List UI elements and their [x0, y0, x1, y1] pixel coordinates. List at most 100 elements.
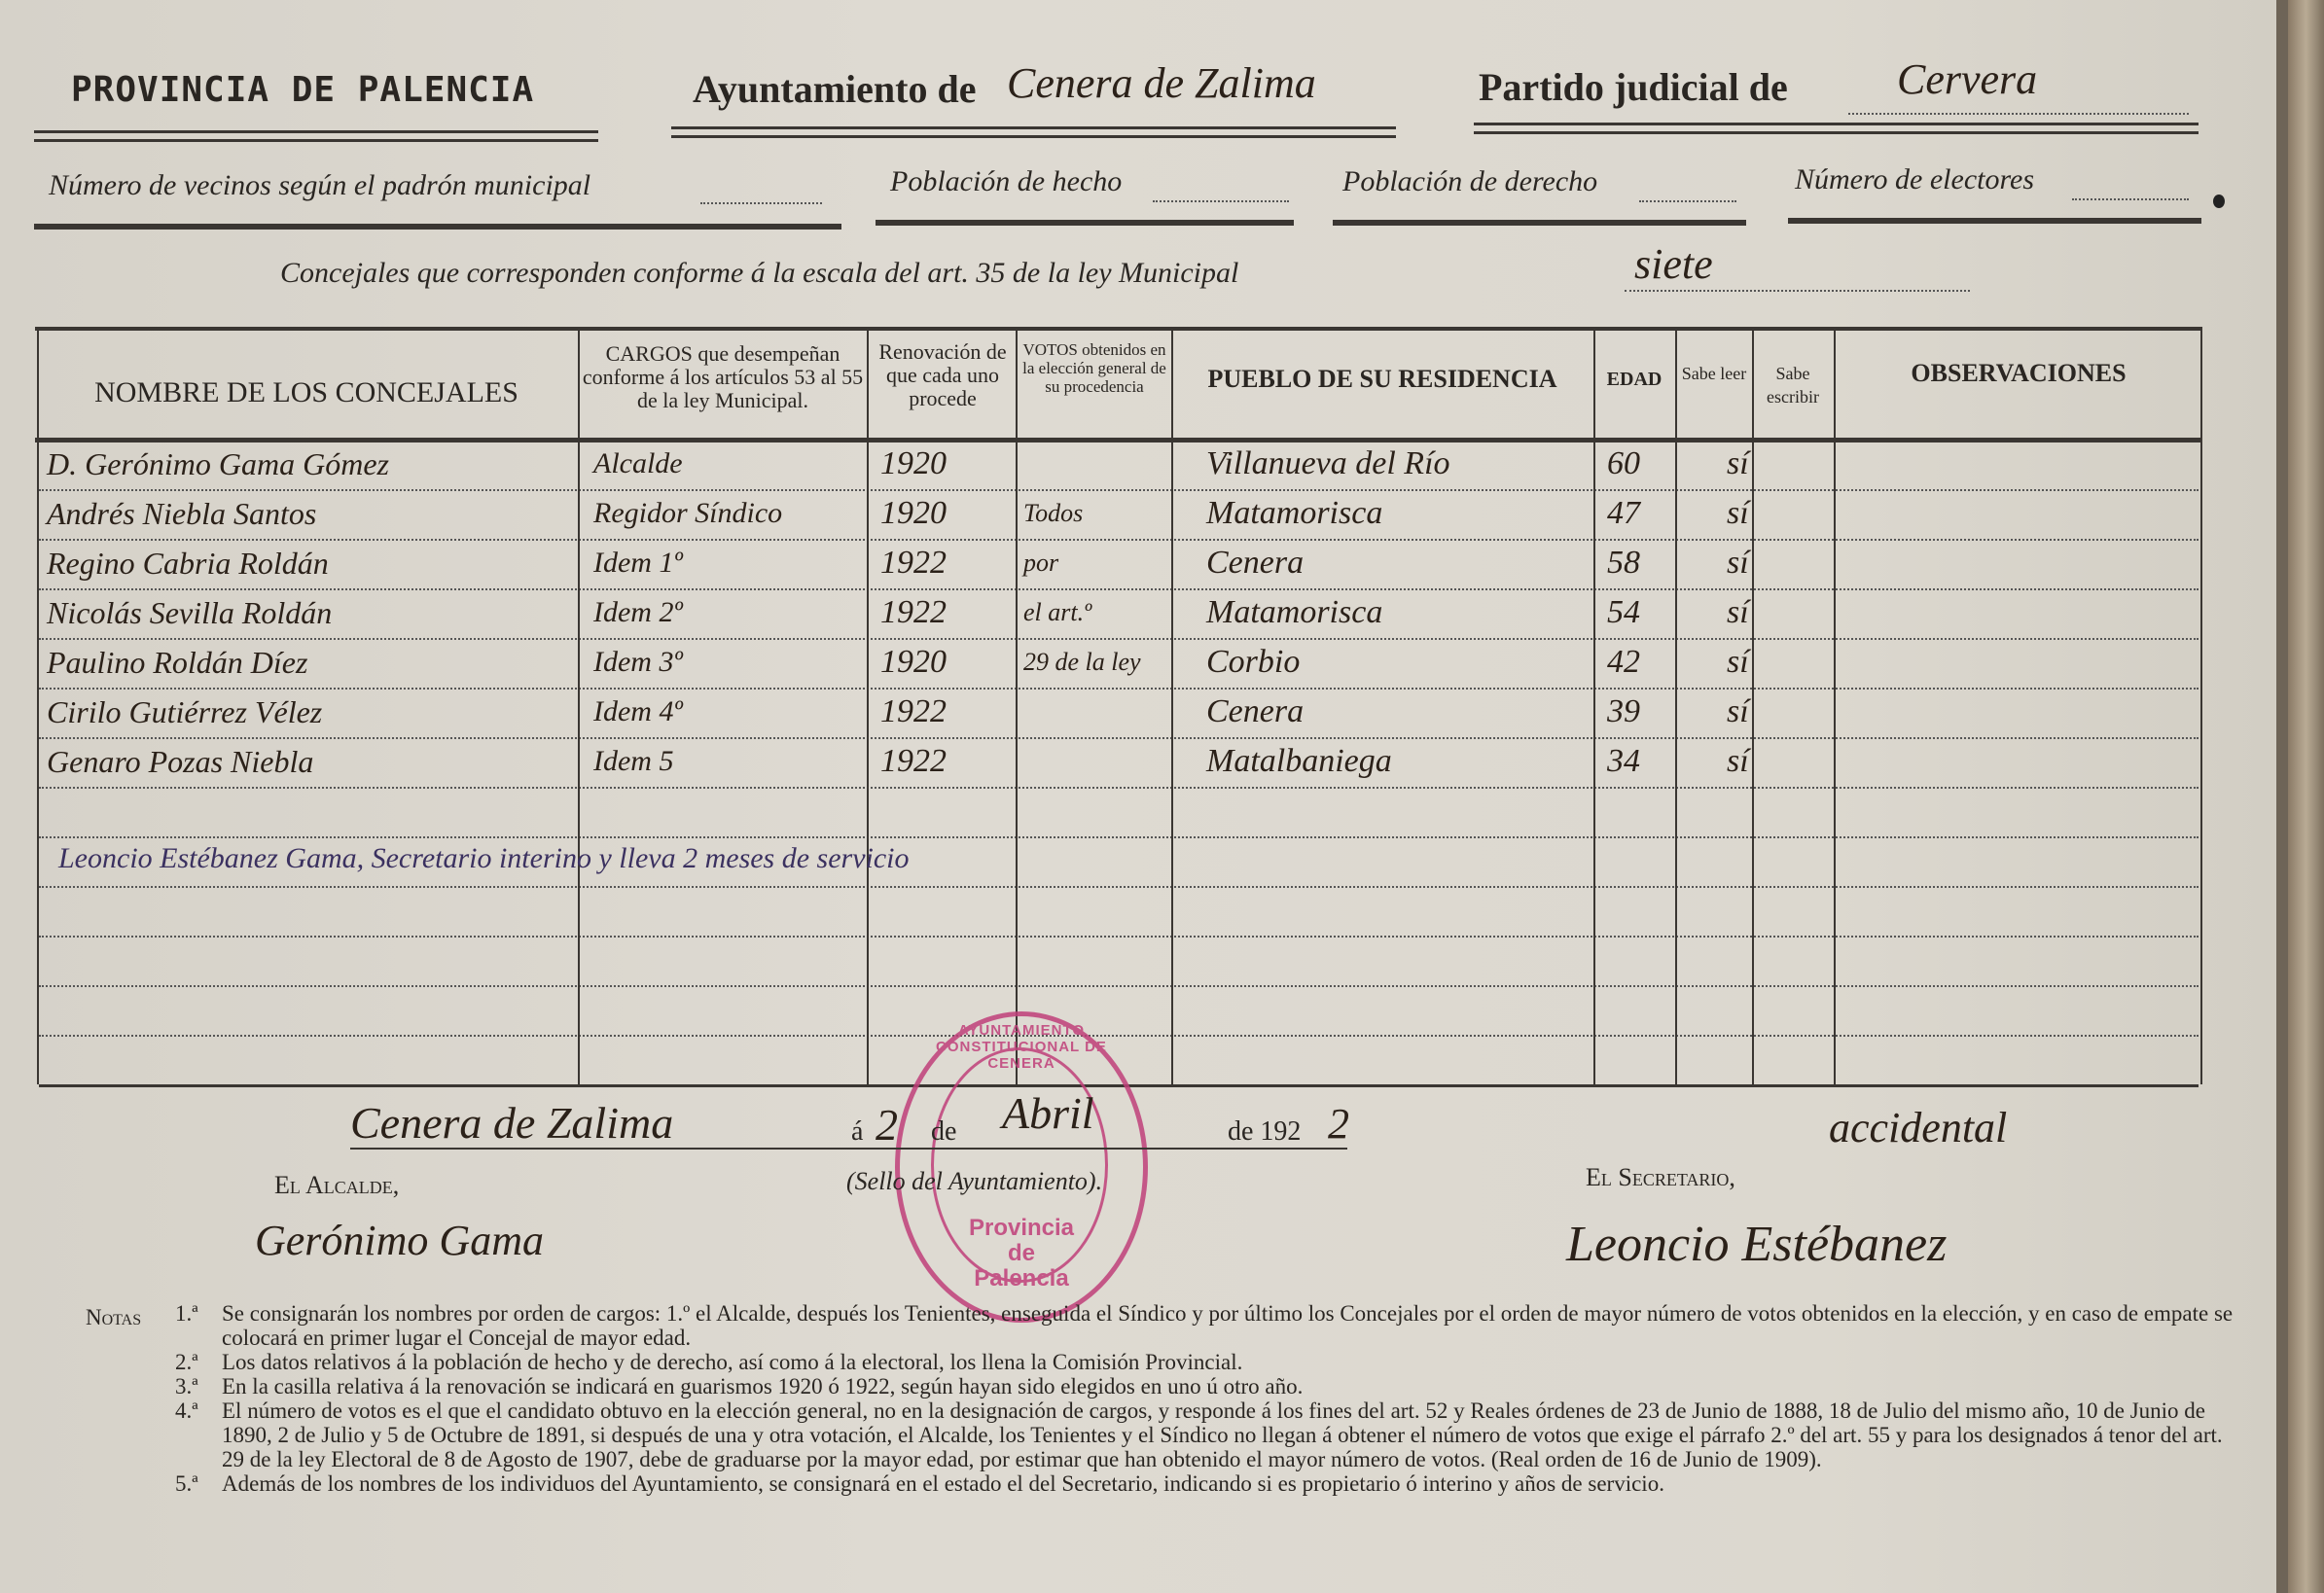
row-line [39, 539, 2199, 541]
renovacion-cell: 1920 [880, 644, 947, 680]
votos-cell: por [1023, 549, 1059, 577]
renovacion-cell: 1922 [880, 594, 947, 630]
sabe-cell: sí [1727, 495, 1749, 531]
cargo-cell: Idem 4º [593, 695, 683, 727]
provincia-title: PROVINCIA DE PALENCIA [71, 70, 535, 110]
poblacion-hecho-field[interactable] [1153, 200, 1289, 202]
note-text: En la casilla relativa á la renovación s… [222, 1374, 1304, 1398]
secretario-row: Leoncio Estébanez Gama, Secretario inter… [58, 842, 910, 874]
poblacion-derecho-field[interactable] [1639, 200, 1736, 202]
note-item: 4.ª El número de votos es el que el candi… [86, 1398, 2245, 1471]
row-line [39, 638, 2199, 640]
edad-cell: 34 [1607, 743, 1640, 779]
pueblo-cell: Corbio [1206, 644, 1301, 680]
pueblo-cell: Villanueva del Río [1206, 445, 1450, 481]
note-item: 5.ª Además de los nombres de los individu… [86, 1471, 2245, 1496]
pueblo-cell: Cenera [1206, 693, 1305, 729]
ayuntamiento-seal: AYUNTAMIENTO CONSTITUCIONAL DE CENERA Pr… [895, 1011, 1148, 1323]
book-binding [2288, 0, 2324, 1593]
col-header-sabe-leer: Sabe leer [1681, 364, 1747, 383]
sabe-cell: sí [1727, 693, 1749, 729]
note-text: Los datos relativos á la población de he… [222, 1350, 1243, 1374]
nombre-cell: Andrés Niebla Santos [47, 496, 317, 531]
renovacion-cell: 1922 [880, 743, 947, 779]
column-divider [1675, 329, 1677, 1084]
nombre-cell: Cirilo Gutiérrez Vélez [47, 694, 323, 729]
column-divider [1834, 329, 1836, 1084]
seal-text-3: Palencia [974, 1265, 1069, 1292]
edad-cell: 54 [1607, 594, 1640, 630]
dotted-line [1848, 113, 2189, 115]
edad-cell: 42 [1607, 644, 1640, 680]
note-item: 2.ª Los datos relativos á la población de… [86, 1350, 2245, 1374]
note-text: El número de votos es el que el candidat… [222, 1398, 2223, 1471]
poblacion-derecho-label: Población de derecho [1342, 165, 1598, 197]
col-header-votos: VOTOS obtenidos en la elección general d… [1022, 340, 1166, 396]
electores-label: Número de electores [1795, 163, 2035, 195]
col-header-observaciones: OBSERVACIONES [1911, 359, 2127, 387]
date-de: de [931, 1116, 957, 1147]
row-line [39, 588, 2199, 590]
pueblo-cell: Matalbaniega [1206, 743, 1392, 779]
cargo-cell: Idem 2º [593, 596, 683, 628]
edad-cell: 60 [1607, 445, 1640, 481]
divider [34, 130, 598, 142]
nombre-cell: D. Gerónimo Gama Gómez [47, 446, 389, 481]
note-item: 1.ª Se consignarán los nombres por orden … [86, 1301, 2245, 1350]
column-divider [1752, 329, 1754, 1084]
table-top-border [35, 327, 2202, 331]
note-item: 3.ª En la casilla relativa á la renovació… [86, 1374, 2245, 1398]
note-text: Además de los nombres de los individuos … [222, 1471, 1664, 1496]
edad-cell: 47 [1607, 495, 1640, 531]
poblacion-hecho-label: Población de hecho [890, 165, 1123, 197]
ayuntamiento-label: Ayuntamiento de [693, 67, 977, 111]
partido-label: Partido judicial de [1479, 65, 1788, 109]
dot-mark [2213, 195, 2225, 208]
dotted-line [1625, 290, 1970, 292]
sabe-cell: sí [1727, 594, 1749, 630]
renovacion-cell: 1920 [880, 495, 947, 531]
row-line [39, 886, 2199, 888]
seal-text-1: Provincia [968, 1215, 1075, 1241]
column-divider [867, 329, 869, 1084]
column-divider [1593, 329, 1595, 1084]
concejales-label: Concejales que corresponden conforme á l… [280, 257, 1239, 289]
nombre-cell: Genaro Pozas Niebla [47, 744, 314, 779]
header-bottom-border [35, 438, 2202, 442]
cargo-cell: Idem 3º [593, 646, 683, 678]
concejales-value: siete [1634, 240, 1713, 288]
pueblo-cell: Matamorisca [1206, 495, 1383, 531]
cargo-cell: Idem 1º [593, 547, 683, 579]
row-line [39, 836, 2199, 838]
row-line [39, 787, 2199, 789]
sello-label: (Sello del Ayuntamiento). [846, 1167, 1103, 1195]
cargo-cell: Alcalde [593, 447, 683, 479]
column-divider [1171, 329, 1173, 1084]
page-edge [2276, 0, 2288, 1593]
secretario-label: El Secretario, [1586, 1163, 1735, 1191]
col-header-renovacion: Renovación de que cada uno procede [878, 339, 1007, 410]
column-divider [578, 329, 580, 1084]
column-divider [1016, 329, 1018, 1084]
row-line [39, 737, 2199, 739]
electores-field[interactable] [2072, 198, 2189, 200]
partido-value: Cervera [1897, 55, 2038, 103]
notes-section: Notas 1.ª Se consignarán los nombres por … [86, 1301, 2245, 1496]
vecinos-field[interactable] [700, 202, 822, 204]
alcalde-label: El Alcalde, [274, 1171, 400, 1199]
divider [876, 220, 1294, 226]
date-day: 2 [876, 1100, 898, 1150]
notes-label: Notas [86, 1305, 142, 1329]
column-divider [37, 329, 39, 1084]
cargo-cell: Idem 5 [593, 745, 674, 777]
col-header-edad: EDAD [1606, 369, 1663, 390]
renovacion-cell: 1922 [880, 693, 947, 729]
note-number: 5.ª [175, 1471, 198, 1496]
divider [1333, 220, 1746, 226]
secretario-note: accidental [1829, 1104, 2008, 1151]
col-header-cargos: CARGOS que desempeñan conforme á los art… [582, 341, 864, 412]
note-number: 1.ª [175, 1301, 198, 1326]
pueblo-cell: Matamorisca [1206, 594, 1383, 630]
note-text: Se consignarán los nombres por orden de … [222, 1301, 2234, 1350]
col-header-nombre: NOMBRE DE LOS CONCEJALES [94, 376, 518, 408]
